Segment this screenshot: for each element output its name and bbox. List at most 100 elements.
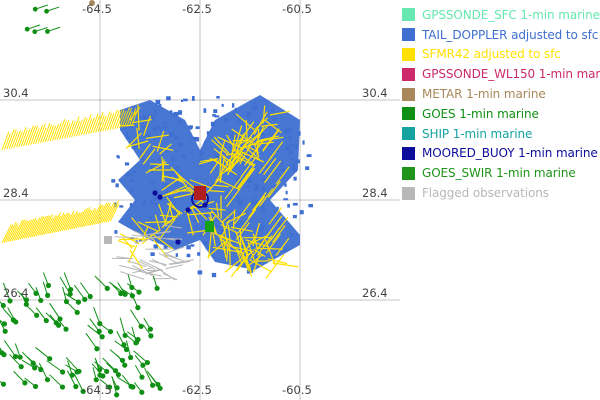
sfmr-barb [55,214,66,233]
legend-item-metar[interactable]: METAR 1-min marine [402,84,600,104]
tail-doppler-obs [204,140,207,144]
tail-doppler-obs [166,96,171,101]
sfmr-barb [175,172,196,190]
tail-doppler-obs [284,183,287,187]
tail-doppler-obs [195,137,200,142]
tail-doppler-obs [240,161,244,165]
wind-observation-map[interactable]: -64.5 -62.5 -60.5 -64.5 -62.5 -60.5 30.4… [0,0,400,400]
dropsonde-marker [194,186,206,200]
sfmr-barb [3,224,14,243]
sfmr-barb [219,238,235,249]
goes-barb [121,288,133,297]
goes-barb [134,364,143,378]
tail-doppler-obs [222,249,225,252]
tail-doppler-obs [150,200,153,205]
tail-doppler-obs [157,157,163,162]
tail-doppler-obs [210,159,216,163]
lon-tick-top: -64.5 [82,2,112,16]
sfmr-barb [255,136,284,143]
goes-barb [109,281,125,294]
sfmr-barb [37,215,49,237]
tail-doppler-obs [241,183,245,187]
lat-tick-right: 26.4 [362,286,388,300]
tail-doppler-obs [152,197,157,201]
sfmr-barb [109,109,118,130]
sfmr-barb [27,219,38,239]
legend-item-moored-buoy[interactable]: MOORED_BUOY 1-min marine [402,144,600,164]
sfmr-barb [236,249,243,265]
tail-doppler-obs [155,99,161,105]
sfmr-barb [23,218,35,239]
goes-barb [62,286,67,302]
legend-item-goes[interactable]: GOES 1-min marine [402,104,600,124]
legend-swatch [402,127,415,141]
tail-doppler-obs [236,118,241,124]
sfmr-barb [236,251,252,272]
tail-doppler-obs [216,95,220,99]
goes-barb [49,374,63,388]
legend-item-gpssonde-wl150[interactable]: GPSSONDE_WL150 1-min mar [402,64,600,84]
moored-buoy-obs [175,239,181,245]
legend-item-goes-swir[interactable]: GOES_SWIR 1-min marine [402,163,600,183]
sfmr-barb [80,118,88,136]
legend-item-ship[interactable]: SHIP 1-min marine [402,124,600,144]
tail-doppler-obs [224,141,229,145]
tail-doppler-obs [190,136,195,139]
sfmr-barb [152,233,174,250]
tail-doppler-obs [162,126,168,129]
sfmr-barb [156,130,165,152]
sfmr-barb [73,211,84,229]
sfmr-barb [166,203,183,215]
sfmr-barb [6,128,15,150]
tail-doppler-obs [191,96,195,101]
tail-doppler-obs [166,195,171,200]
sfmr-barb [83,210,93,227]
sfmr-barb [208,207,226,211]
legend-swatch [402,166,415,180]
legend-item-tail-doppler[interactable]: TAIL_DOPPLER adjusted to sfc [402,25,600,45]
tail-doppler-obs [290,157,294,161]
tail-doppler-obs [171,157,175,162]
sfmr-barb [102,111,111,132]
tail-doppler-obs [164,183,168,189]
tail-doppler-obs [168,201,172,206]
sfmr-barb [137,104,140,131]
tail-doppler-obs [255,200,260,205]
goes-barb [73,284,86,300]
tail-doppler-obs [201,221,205,225]
goes-barb [65,301,78,313]
flagged-barb [167,237,183,240]
tail-doppler-obs [169,110,173,114]
goes-barb [0,320,6,332]
tail-doppler-obs [283,198,289,201]
tail-doppler-obs [190,244,195,247]
flagged-barb [169,261,191,265]
sfmr-barb [213,136,230,155]
tail-doppler-obs [308,203,313,208]
goes-obs [45,282,52,289]
tail-doppler-obs [254,207,258,211]
legend-item-flagged[interactable]: Flagged observations [402,183,600,203]
sfmr-barb [1,131,10,151]
tail-doppler-obs [232,172,238,176]
sfmr-barb [193,205,208,220]
goes-barb [148,373,161,389]
tail-doppler-obs [126,130,129,136]
sfmr-barb [239,143,252,165]
tail-doppler-obs [306,154,312,158]
tail-doppler-obs [148,216,153,219]
tail-doppler-obs [238,212,242,215]
goes-barb [46,360,63,373]
flagged-barb [119,264,143,272]
goes-obs [32,365,38,371]
legend-item-sfmr42[interactable]: SFMR42 adjusted to sfc [402,45,600,65]
goes-barb [143,317,151,330]
sfmr-barb [241,235,257,255]
goes-obs [57,316,63,322]
sfmr-barb [249,124,269,146]
tail-doppler-obs [157,125,162,130]
sfmr-barb [217,178,240,191]
legend-item-gpssonde-sfc[interactable]: GPSSONDE_SFC 1-min marine [402,5,600,25]
tail-doppler-obs [186,253,191,258]
goes-barb [102,357,116,372]
